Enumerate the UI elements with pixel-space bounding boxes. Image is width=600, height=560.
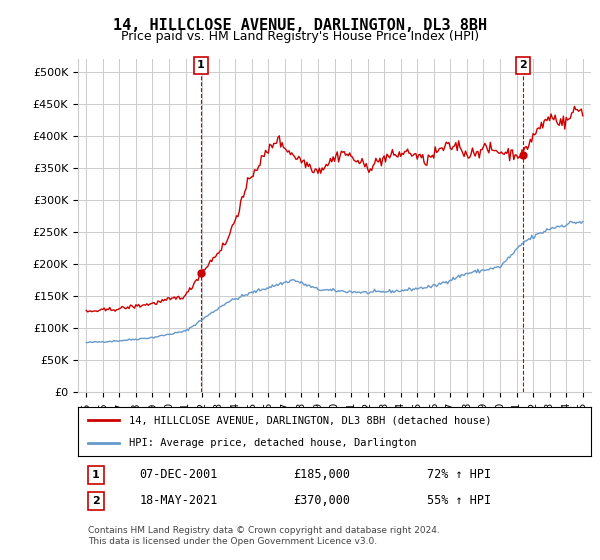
Text: 18-MAY-2021: 18-MAY-2021 (140, 494, 218, 507)
Text: Price paid vs. HM Land Registry's House Price Index (HPI): Price paid vs. HM Land Registry's House … (121, 30, 479, 43)
Text: 1: 1 (92, 470, 100, 480)
Text: HPI: Average price, detached house, Darlington: HPI: Average price, detached house, Darl… (130, 438, 417, 448)
Text: 14, HILLCLOSE AVENUE, DARLINGTON, DL3 8BH: 14, HILLCLOSE AVENUE, DARLINGTON, DL3 8B… (113, 18, 487, 33)
Text: £370,000: £370,000 (293, 494, 350, 507)
Text: 1: 1 (197, 60, 205, 70)
Text: 07-DEC-2001: 07-DEC-2001 (140, 468, 218, 482)
Text: 2: 2 (519, 60, 527, 70)
Text: 14, HILLCLOSE AVENUE, DARLINGTON, DL3 8BH (detached house): 14, HILLCLOSE AVENUE, DARLINGTON, DL3 8B… (130, 416, 492, 426)
Text: £185,000: £185,000 (293, 468, 350, 482)
Text: 2: 2 (92, 496, 100, 506)
Text: 55% ↑ HPI: 55% ↑ HPI (427, 494, 491, 507)
Text: This data is licensed under the Open Government Licence v3.0.: This data is licensed under the Open Gov… (88, 537, 377, 546)
Text: Contains HM Land Registry data © Crown copyright and database right 2024.: Contains HM Land Registry data © Crown c… (88, 526, 440, 535)
Text: 72% ↑ HPI: 72% ↑ HPI (427, 468, 491, 482)
